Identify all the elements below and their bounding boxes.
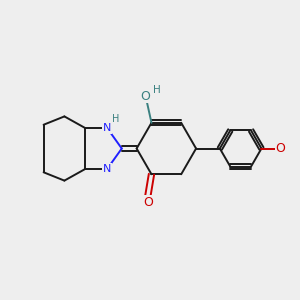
Text: O: O (143, 196, 153, 209)
Text: N: N (103, 164, 111, 174)
Text: H: H (153, 85, 160, 95)
Text: O: O (140, 89, 150, 103)
Text: O: O (275, 142, 285, 155)
Text: N: N (103, 123, 111, 133)
Text: H: H (112, 114, 119, 124)
